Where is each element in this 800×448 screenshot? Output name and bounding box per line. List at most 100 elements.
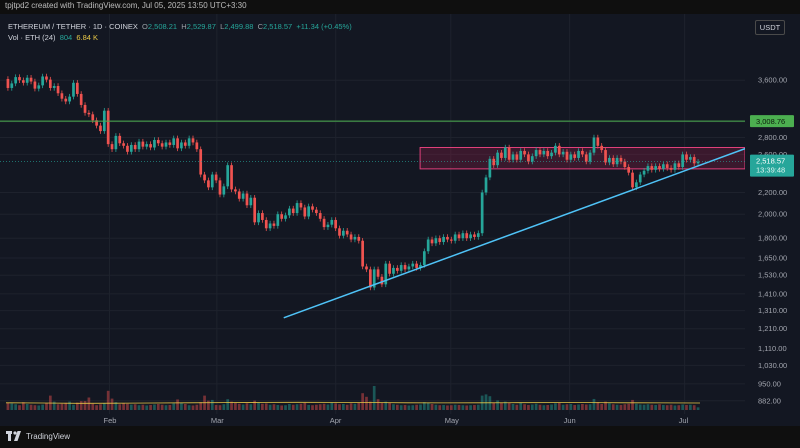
volume-bar	[511, 404, 515, 410]
candle-body	[388, 263, 391, 274]
volume-bar	[619, 404, 623, 410]
candle-body	[646, 166, 650, 171]
candle-body	[330, 219, 334, 225]
axes: 3,600.003,000.002,800.002,600.002,200.00…	[104, 14, 800, 426]
volume-bar	[118, 404, 122, 410]
candles[interactable]	[6, 73, 700, 291]
candle-body	[272, 223, 276, 226]
volume-bar	[419, 404, 422, 410]
grid	[0, 14, 745, 414]
candle-body	[469, 234, 472, 239]
candle-body	[342, 230, 345, 236]
candle-body	[422, 251, 426, 266]
candle-body	[315, 209, 318, 214]
candle-body	[106, 110, 110, 145]
volume-bar	[519, 402, 523, 410]
volume-bar	[673, 405, 677, 410]
candle-body	[133, 144, 137, 150]
volume-bar	[280, 405, 284, 410]
candle-body	[257, 213, 260, 223]
candle-body	[615, 157, 619, 165]
currency-button[interactable]: USDT	[755, 20, 785, 35]
volume-bar	[372, 386, 376, 410]
candle-body	[156, 139, 160, 144]
volume-bar	[503, 401, 507, 410]
volume-bar	[291, 404, 295, 410]
candle-body	[91, 114, 95, 121]
candle-body	[627, 167, 631, 173]
price-tick-label: 2,600.00	[758, 150, 787, 159]
legend-high-key: H	[181, 22, 187, 31]
candle-body	[60, 93, 64, 99]
volume-bar	[689, 404, 692, 410]
candle-body	[160, 143, 164, 147]
volume-bar	[615, 404, 619, 410]
candle-body	[187, 138, 191, 146]
volume-bar	[465, 405, 469, 410]
volume-bar	[349, 403, 353, 410]
time-tick-label: Feb	[104, 416, 117, 425]
legend-price-row: ETHEREUM / TETHER · 1D · COINEX O2,508.2…	[8, 21, 352, 32]
candle-body	[546, 150, 550, 157]
volume-bar	[172, 403, 176, 410]
volume-bar	[72, 404, 75, 410]
candle-body	[118, 135, 122, 144]
volume-bar	[261, 403, 264, 410]
price-chart[interactable]: 3,600.003,000.002,800.002,600.002,200.00…	[0, 14, 800, 426]
volume-bar	[330, 402, 334, 410]
legend-volume-ma: 6.84 K	[76, 33, 99, 42]
candle-body	[261, 213, 264, 220]
footer-brand: TradingView	[26, 431, 71, 441]
legend-low-key: L	[220, 22, 225, 31]
candle-body	[284, 215, 287, 219]
candle-body	[245, 193, 249, 206]
time-tick-label: Mar	[211, 416, 224, 425]
candle-body	[357, 236, 361, 241]
legend-low-value: 2,499.88	[224, 22, 254, 31]
candle-body	[168, 142, 172, 145]
chart-panel[interactable]: 3,600.003,000.002,800.002,600.002,200.00…	[0, 14, 800, 426]
candle-body	[669, 167, 673, 170]
price-tick-label: 1,310.00	[758, 306, 787, 315]
price-tick-label: 2,800.00	[758, 133, 787, 142]
volume-bar	[160, 404, 164, 410]
volume-bar	[230, 401, 233, 410]
volume-bar	[662, 404, 665, 410]
volume-bar	[600, 404, 604, 410]
volume-bar	[376, 399, 380, 410]
candle-body	[496, 152, 499, 166]
candle-body	[276, 214, 280, 226]
candle-body	[110, 144, 114, 150]
volume-bar	[523, 404, 526, 410]
volume-bar	[241, 404, 245, 410]
volume-bar	[106, 390, 110, 410]
candle-body	[635, 182, 638, 188]
candle-body	[565, 151, 569, 160]
volume-bar	[631, 399, 634, 410]
legend-close-value: 2,518.57	[263, 22, 293, 31]
volume-bar	[234, 402, 237, 410]
candle-body	[129, 144, 133, 152]
trendline[interactable]	[283, 144, 756, 319]
candle-body	[75, 82, 79, 94]
volume-bar	[380, 402, 384, 410]
candle-body	[10, 83, 14, 88]
candle-body	[241, 193, 245, 199]
candle-body	[141, 141, 145, 147]
volume-bar	[79, 401, 83, 410]
volume-bar	[446, 405, 449, 410]
candle-body	[68, 96, 71, 102]
candle-body	[137, 141, 141, 150]
candle-body	[519, 150, 523, 160]
volume-bar	[357, 402, 361, 410]
candle-body	[650, 166, 654, 170]
candle-body	[149, 144, 152, 148]
candle-body	[461, 233, 465, 239]
candle-body	[561, 151, 565, 155]
candle-body	[453, 234, 457, 241]
volume-bar	[268, 404, 272, 410]
candle-body	[291, 208, 295, 214]
volume-bar	[126, 403, 129, 410]
candle-body	[573, 154, 577, 158]
volume-bar	[430, 404, 434, 410]
